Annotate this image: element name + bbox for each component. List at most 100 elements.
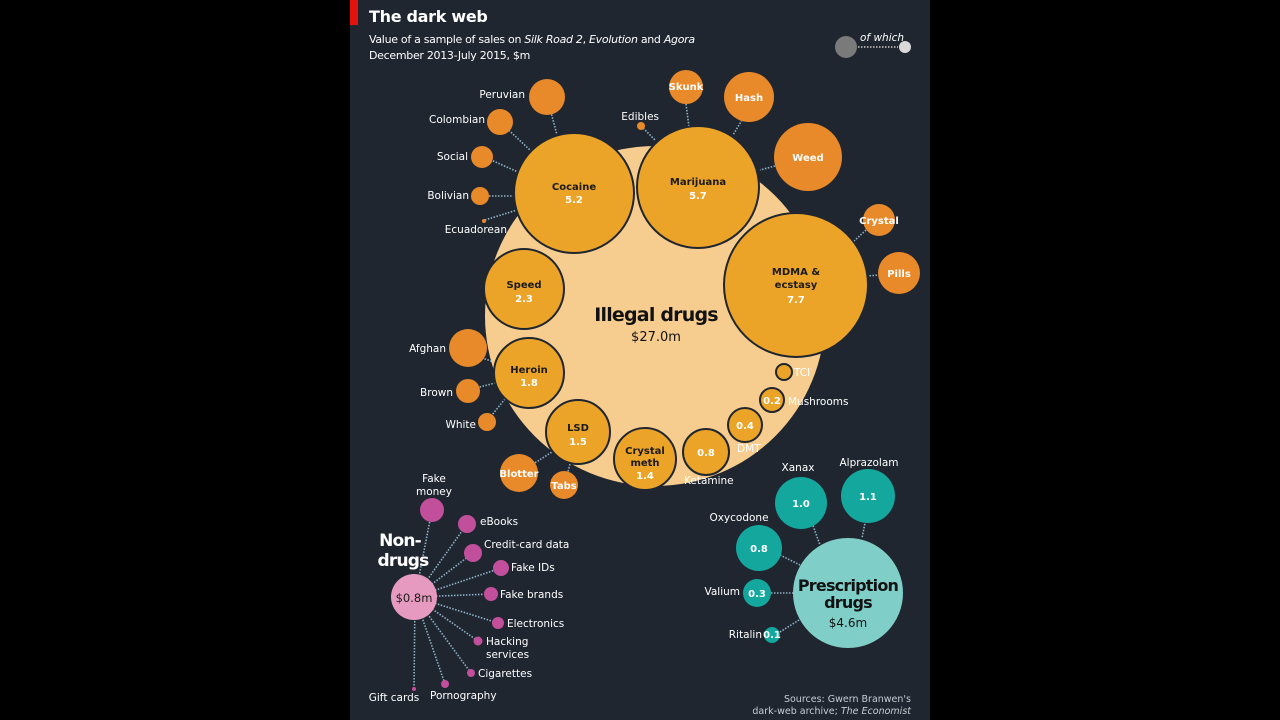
bubble-fake-money [420,498,444,522]
nondrugs-title-line1: Non- [379,531,422,551]
illegal-labels: Illegal drugs $27.0m Cocaine 5.2 Marijua… [506,177,848,487]
social-label: Social [437,151,468,163]
bubble-hash [724,72,774,122]
xanax-value: 1.0 [792,499,810,510]
bubble-oxycodone [736,525,782,571]
marijuana-label: Marijuana [670,177,726,188]
speed-value: 2.3 [515,294,533,305]
legend: of which [835,32,911,58]
bubble-xanax [775,477,827,529]
nondrugs-group: Non- drugs $0.8m Fake money eBooks Credi… [369,473,570,704]
illegal-sub-labels: Peruvian Colombian Social Bolivian Ecuad… [409,82,911,492]
bubble-edibles [637,122,645,130]
source-line-2: dark-web archive; [752,706,841,717]
bubble-marijuana [636,125,760,249]
nondrugs-core-bubble [391,574,437,620]
alprazolam-label: Alprazolam [839,457,898,469]
economist-red-tag [350,0,358,25]
peruvian-label: Peruvian [479,89,525,101]
tci-label: TCI [793,367,810,379]
nondrugs-total: $0.8m [396,591,433,605]
subtitle-market-3: Agora [663,33,695,46]
alprazolam-value: 1.1 [859,492,877,503]
brown-label: Brown [420,387,453,399]
ketamine-value: 0.8 [697,448,715,459]
fake-ids-label: Fake IDs [511,562,555,574]
mdma-label-line1: MDMA & [772,267,820,278]
marijuana-value: 5.7 [689,191,707,202]
bubble-peruvian [529,79,565,115]
dmt-value: 0.4 [736,421,754,432]
bubble-mushrooms [759,387,785,413]
bubble-cocaine [513,132,635,254]
bubble-white [478,413,496,431]
nondrugs-title-line2: drugs [378,551,430,571]
bubble-tci [775,363,793,381]
bubble-mdma [723,212,869,358]
oxycodone-value: 0.8 [750,544,768,555]
source-line-1: Sources: Gwern Branwen's [783,694,911,705]
bubble-skunk [669,70,703,104]
fake-money-label-line1: Fake [422,473,446,485]
hacking-label-line2: services [486,649,529,661]
ritalin-value: 0.1 [763,630,781,641]
illegal-drugs-title: Illegal drugs [594,304,718,326]
hash-label: Hash [735,93,763,104]
skunk-label: Skunk [669,82,704,93]
cigarettes-label: Cigarettes [478,668,532,680]
subtitle-market-1: Silk Road 2 [524,33,583,46]
source-note: Sources: Gwern Branwen's dark-web archiv… [752,694,911,718]
crystal-label: Crystal [859,216,899,227]
bubble-ebooks [458,515,476,533]
bubble-ritalin [764,627,780,643]
legend-child-circle [899,41,911,53]
subtitle-sep: and [637,33,664,46]
bubble-dmt [727,407,763,443]
chart-subtitle: Value of a sample of sales on Silk Road … [369,32,695,64]
meth-label-line1: Crystal [625,446,665,457]
bubble-crystal [863,204,895,236]
bubble-social [471,146,493,168]
blotter-label: Blotter [499,469,538,480]
bubble-colombian [487,109,513,135]
bubble-lsd [545,399,611,465]
mushrooms-label: Mushrooms [788,396,848,408]
ecuadorean-label: Ecuadorean [445,224,507,236]
colombian-label: Colombian [429,114,485,126]
bubble-ketamine [682,428,730,476]
bubble-blotter [500,454,538,492]
illegal-main-bubbles [483,125,869,491]
fake-brands-label: Fake brands [500,589,563,601]
heroin-value: 1.8 [520,378,538,389]
weed-label: Weed [792,153,823,164]
lsd-label: LSD [567,423,589,434]
illegal-drugs-total: $27.0m [631,330,681,345]
valium-value: 0.3 [748,589,766,600]
bubble-afghan [449,329,487,367]
mdma-label-line2: ecstasy [775,280,818,291]
bubble-pornography [441,680,449,688]
fake-money-label-line2: money [416,486,452,498]
bubble-hacking-services [473,636,483,646]
subtitle-text: Value of a sample of sales on [369,33,525,46]
xanax-label: Xanax [782,462,815,474]
hacking-label-line1: Hacking [486,636,528,648]
chart-title: The dark web [369,7,488,26]
white-label: White [445,419,476,431]
mdma-value: 7.7 [787,295,805,306]
subtitle-sep: , [582,33,590,46]
tabs-label: Tabs [551,481,576,492]
pills-label: Pills [887,269,911,280]
subtitle-market-2: Evolution [589,33,638,46]
mushrooms-value: 0.2 [763,396,781,407]
prescription-title-line1: Prescription [798,576,899,595]
oxycodone-label: Oxycodone [709,512,768,524]
prescription-title-line2: drugs [824,593,872,612]
bubble-fake-brands [484,587,498,601]
pornography-label: Pornography [430,690,497,702]
illegal-sub-bubbles [449,70,920,499]
bubble-cigarettes [467,669,475,677]
bolivian-label: Bolivian [427,190,469,202]
bubble-alprazolam [841,469,895,523]
